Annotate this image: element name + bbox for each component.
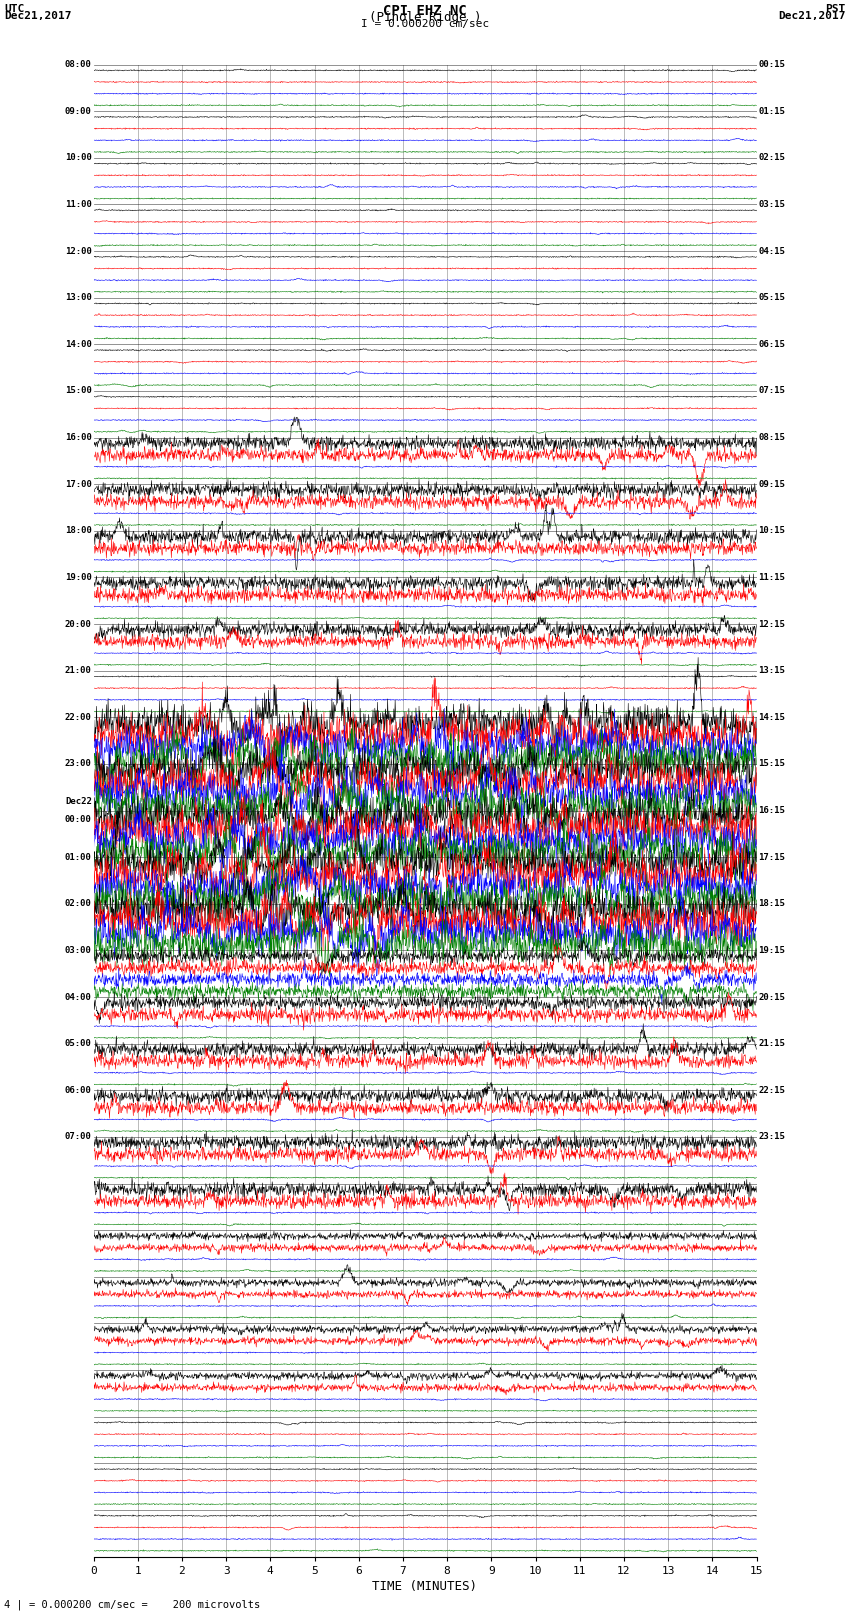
Text: 03:00: 03:00: [65, 945, 92, 955]
Text: CPI EHZ NC: CPI EHZ NC: [383, 5, 467, 18]
Text: Dec21,2017: Dec21,2017: [4, 11, 71, 21]
Text: I = 0.000200 cm/sec: I = 0.000200 cm/sec: [361, 18, 489, 29]
Text: 00:15: 00:15: [758, 60, 785, 69]
Text: 4 | = 0.000200 cm/sec =    200 microvolts: 4 | = 0.000200 cm/sec = 200 microvolts: [4, 1598, 260, 1610]
Text: (Pinole Ridge ): (Pinole Ridge ): [369, 11, 481, 24]
Text: 08:00: 08:00: [65, 60, 92, 69]
Text: 19:00: 19:00: [65, 573, 92, 582]
Text: 11:00: 11:00: [65, 200, 92, 210]
Text: 09:00: 09:00: [65, 106, 92, 116]
Text: 06:00: 06:00: [65, 1086, 92, 1095]
Text: 22:00: 22:00: [65, 713, 92, 721]
Text: 05:00: 05:00: [65, 1039, 92, 1048]
Text: PST: PST: [825, 5, 846, 15]
Text: 16:00: 16:00: [65, 432, 92, 442]
Text: 09:15: 09:15: [758, 479, 785, 489]
Text: 03:15: 03:15: [758, 200, 785, 210]
Text: 23:15: 23:15: [758, 1132, 785, 1142]
Text: 13:15: 13:15: [758, 666, 785, 676]
Text: 21:00: 21:00: [65, 666, 92, 676]
Text: 06:15: 06:15: [758, 340, 785, 348]
Text: Dec22: Dec22: [65, 797, 92, 805]
Text: 10:00: 10:00: [65, 153, 92, 163]
Text: 02:00: 02:00: [65, 900, 92, 908]
Text: UTC: UTC: [4, 5, 25, 15]
Text: 22:15: 22:15: [758, 1086, 785, 1095]
Text: 23:00: 23:00: [65, 760, 92, 768]
Text: 12:00: 12:00: [65, 247, 92, 255]
Text: 20:15: 20:15: [758, 992, 785, 1002]
Text: 10:15: 10:15: [758, 526, 785, 536]
Text: 02:15: 02:15: [758, 153, 785, 163]
Text: 19:15: 19:15: [758, 945, 785, 955]
Text: 14:15: 14:15: [758, 713, 785, 721]
Text: 16:15: 16:15: [758, 806, 785, 815]
Text: 20:00: 20:00: [65, 619, 92, 629]
Text: 08:15: 08:15: [758, 432, 785, 442]
Text: 00:00: 00:00: [65, 816, 92, 824]
Text: 01:00: 01:00: [65, 853, 92, 861]
Text: 04:15: 04:15: [758, 247, 785, 255]
Text: 15:00: 15:00: [65, 387, 92, 395]
Text: 11:15: 11:15: [758, 573, 785, 582]
Text: 13:00: 13:00: [65, 294, 92, 302]
X-axis label: TIME (MINUTES): TIME (MINUTES): [372, 1579, 478, 1592]
Text: 07:15: 07:15: [758, 387, 785, 395]
Text: 21:15: 21:15: [758, 1039, 785, 1048]
Text: 12:15: 12:15: [758, 619, 785, 629]
Text: 18:00: 18:00: [65, 526, 92, 536]
Text: 01:15: 01:15: [758, 106, 785, 116]
Text: 04:00: 04:00: [65, 992, 92, 1002]
Text: 14:00: 14:00: [65, 340, 92, 348]
Text: 18:15: 18:15: [758, 900, 785, 908]
Text: 15:15: 15:15: [758, 760, 785, 768]
Text: 17:00: 17:00: [65, 479, 92, 489]
Text: 07:00: 07:00: [65, 1132, 92, 1142]
Text: 17:15: 17:15: [758, 853, 785, 861]
Text: 05:15: 05:15: [758, 294, 785, 302]
Text: Dec21,2017: Dec21,2017: [779, 11, 846, 21]
